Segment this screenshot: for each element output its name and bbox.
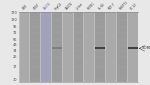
Text: 17: 17: [12, 65, 17, 69]
Text: MCF-7: MCF-7: [108, 2, 117, 11]
Text: 10: 10: [12, 78, 17, 82]
Text: 170: 170: [10, 11, 17, 15]
Bar: [84, 12, 94, 82]
Text: 26: 26: [12, 55, 17, 59]
Text: CACO2: CACO2: [65, 1, 74, 11]
Text: 55: 55: [12, 38, 17, 42]
Text: CACO2: CACO2: [43, 1, 53, 11]
Bar: [74, 12, 83, 82]
Text: HUVEC: HUVEC: [87, 1, 96, 11]
Text: 95: 95: [12, 25, 17, 29]
Bar: [95, 12, 105, 82]
Text: 43: 43: [12, 43, 17, 47]
Text: NIH/3T3: NIH/3T3: [119, 1, 129, 11]
Text: PC-12: PC-12: [130, 3, 138, 11]
Bar: [20, 12, 29, 82]
Bar: [41, 12, 51, 82]
Text: 130: 130: [10, 18, 17, 22]
Bar: [52, 12, 62, 82]
Bar: [95, 47, 105, 49]
Bar: [128, 47, 138, 49]
Text: SORD: SORD: [141, 46, 150, 50]
Text: HL-60: HL-60: [97, 3, 106, 11]
Text: 72: 72: [12, 31, 17, 35]
Bar: [30, 12, 40, 82]
Bar: [19, 12, 138, 82]
Bar: [128, 12, 138, 82]
Bar: [106, 12, 116, 82]
Text: Jurkat: Jurkat: [76, 3, 84, 11]
Bar: [117, 12, 127, 82]
Text: COS7: COS7: [32, 3, 40, 11]
Bar: [52, 47, 62, 49]
Bar: [63, 12, 73, 82]
Text: HepG2: HepG2: [54, 2, 63, 11]
Text: CHO: CHO: [22, 4, 29, 11]
Text: 34: 34: [12, 49, 17, 53]
